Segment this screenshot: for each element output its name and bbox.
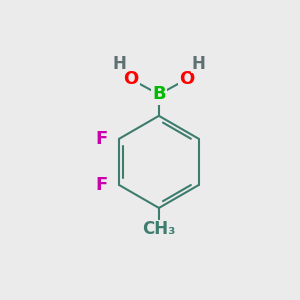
Text: F: F [96, 130, 108, 148]
Text: B: B [152, 85, 166, 103]
Text: F: F [96, 176, 108, 194]
Text: O: O [123, 70, 138, 88]
Text: O: O [179, 70, 195, 88]
Text: CH₃: CH₃ [142, 220, 176, 238]
Text: H: H [191, 55, 206, 73]
Text: H: H [112, 55, 126, 73]
